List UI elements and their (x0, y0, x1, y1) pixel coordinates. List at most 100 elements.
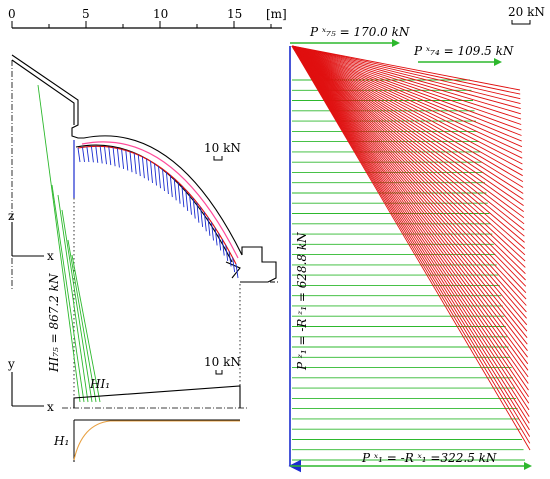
scale-ruler: 0 5 10 15 [m] (8, 7, 287, 29)
red-fan-line (291, 45, 528, 351)
red-fan-line (291, 45, 523, 148)
scale-bar-right-label: 20 kN (508, 5, 545, 19)
hatch-line (211, 222, 214, 241)
red-fan-line (291, 45, 524, 206)
red-fan-line (291, 45, 527, 319)
red-fan-line (291, 45, 524, 194)
red-fan-line (291, 45, 529, 397)
hatch-line (104, 146, 107, 165)
red-fan-line (291, 45, 529, 391)
hatch-line (121, 149, 125, 169)
hatch-line (221, 239, 225, 256)
red-fan-line (291, 45, 527, 300)
red-fan-line (291, 45, 527, 294)
red-fan-line (291, 45, 523, 171)
arrow-p1x (290, 462, 532, 470)
label-h1: H₁ (53, 434, 69, 448)
red-fan-line (291, 45, 530, 411)
hatch-line (189, 193, 192, 215)
arch-pink-line (81, 141, 239, 259)
hatch-line (235, 263, 239, 279)
red-fan-line (291, 45, 521, 91)
red-fan-line (291, 45, 525, 249)
tick-label-15: 15 (227, 7, 242, 21)
label-hi1: HI₁ (89, 377, 110, 391)
red-fan-line (291, 45, 529, 384)
hatch-line (86, 146, 90, 163)
red-fan-line (291, 45, 523, 177)
red-fan-line (291, 45, 528, 326)
scale-bar-upper: 10 kN (204, 141, 241, 161)
hatch-line (169, 175, 173, 198)
red-force-fan (291, 45, 531, 451)
red-fan-line (291, 45, 524, 200)
red-fan-line (291, 45, 530, 404)
hatch-line (133, 153, 137, 175)
hatch-line (232, 257, 236, 273)
load-hatch (77, 146, 239, 279)
scale-bar-right: 20 kN (508, 5, 545, 25)
red-fan-line (291, 45, 529, 371)
red-fan-line (291, 45, 526, 268)
hatch-line (177, 182, 181, 204)
red-fan-line (291, 45, 525, 225)
red-fan-line (291, 45, 522, 136)
hi-diagram (62, 385, 248, 409)
red-fan-line (291, 45, 526, 281)
hatch-line (90, 146, 94, 163)
red-fan-line (291, 45, 529, 378)
hatch-line (150, 161, 153, 183)
red-fan-line (291, 45, 521, 95)
tick-label-10: 10 (153, 7, 168, 21)
hatch-line (141, 156, 145, 179)
red-fan-line (291, 45, 522, 131)
scale-bar-lower: 10 kN (204, 355, 241, 375)
hatch-line (214, 227, 218, 246)
hatch-line (158, 166, 161, 189)
red-fan-line (291, 45, 528, 358)
red-fan-line (291, 45, 528, 345)
red-fan-line (291, 45, 521, 110)
red-fan-line (291, 45, 521, 105)
axis-x-upper-label: x (47, 249, 54, 263)
axis-x-lower-label: x (47, 400, 54, 414)
red-fan-line (291, 45, 531, 444)
hatch-line (203, 212, 207, 232)
label-p74: P ˣ₇₄ = 109.5 kN (413, 44, 514, 58)
red-fan-line (291, 45, 524, 212)
red-fan-line (291, 45, 531, 451)
red-fan-line (291, 45, 524, 188)
axis-y-label: y (7, 357, 15, 371)
red-fan-line (291, 45, 523, 153)
hatch-line (192, 198, 196, 219)
red-fan-line (291, 45, 523, 159)
red-fan-line (291, 45, 523, 165)
scale-bar-upper-label: 10 kN (204, 141, 241, 155)
hatch-line (162, 168, 165, 192)
hatch-line (129, 151, 133, 173)
red-fan-line (291, 45, 521, 115)
label-p1x: P ˣ₁ = -R ˣ₁ =322.5 kN (361, 451, 497, 465)
tick-label-5: 5 (82, 7, 90, 21)
red-fan-line (291, 45, 526, 262)
scale-unit: [m] (266, 7, 287, 21)
red-fan-line (291, 45, 530, 417)
green-fan-left (37, 84, 101, 403)
red-fan-line (291, 45, 525, 243)
red-fan-line (291, 45, 530, 431)
hatch-line (116, 148, 120, 168)
hatch-line (207, 217, 211, 236)
hatch-line (218, 233, 222, 251)
structure-outline (11, 54, 278, 283)
hatch-line (154, 163, 157, 186)
arrow-p74 (418, 58, 502, 66)
hatch-line (125, 150, 129, 171)
axes-lower (11, 372, 44, 407)
hatch-line (112, 147, 116, 167)
red-fan-line (291, 45, 522, 125)
red-fan-line (291, 45, 527, 287)
red-fan-line (291, 45, 522, 120)
tick-label-0: 0 (8, 7, 16, 21)
red-fan-line (291, 45, 522, 142)
